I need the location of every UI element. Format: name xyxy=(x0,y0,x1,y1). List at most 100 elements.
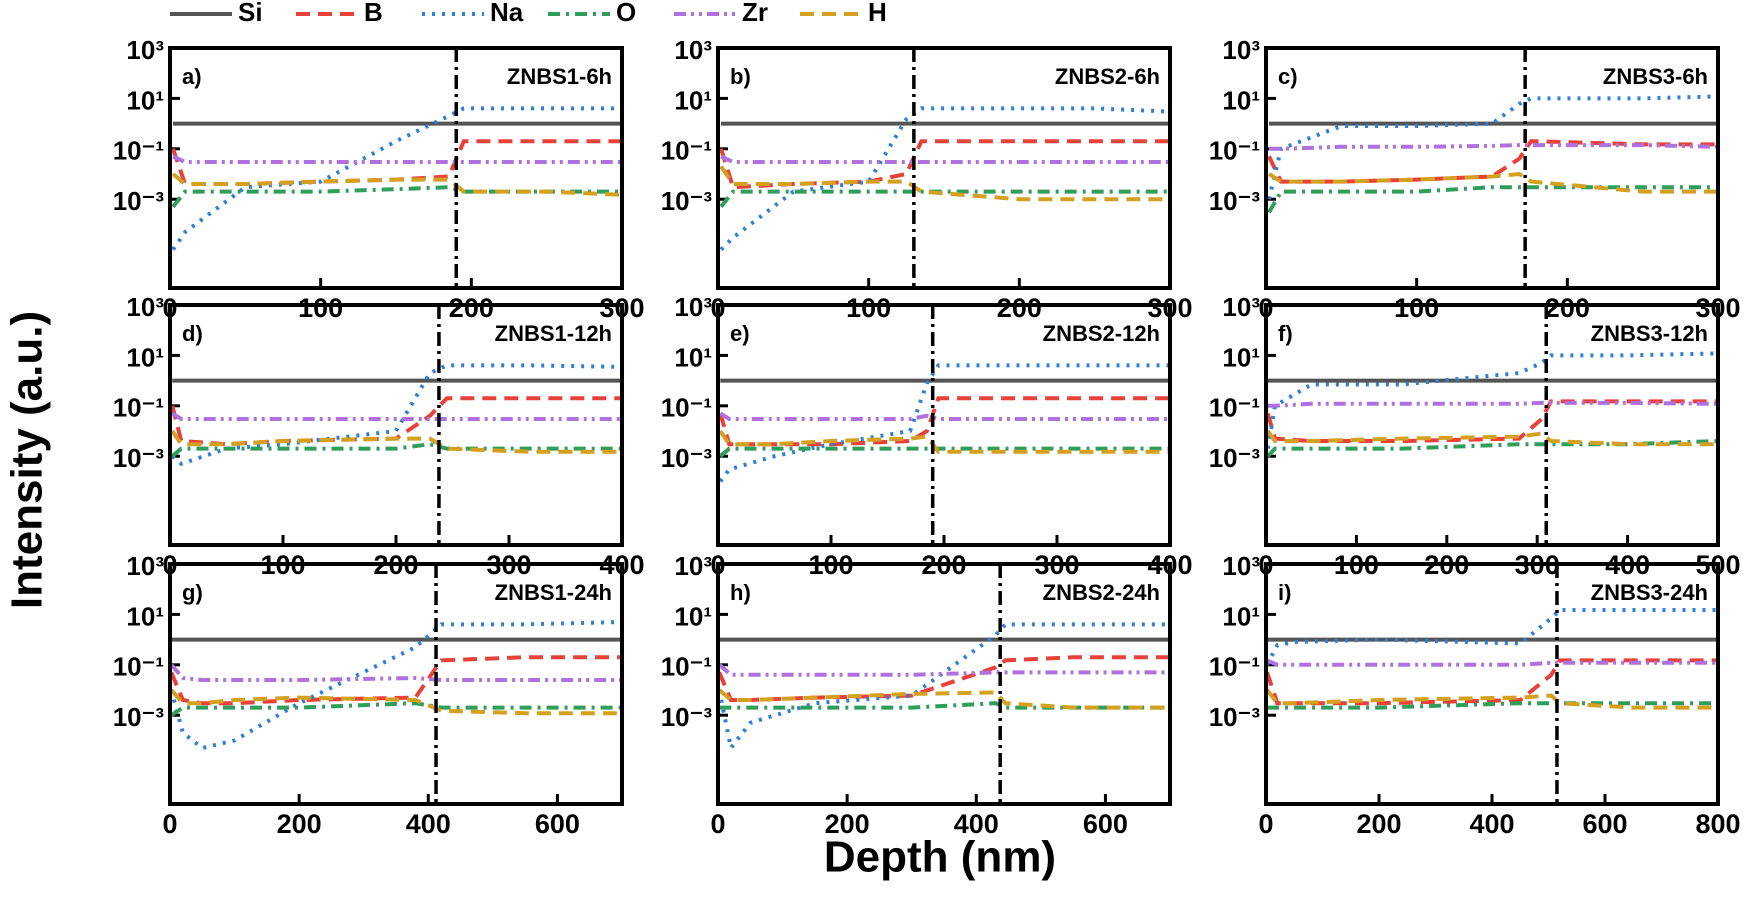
panel-label: e) xyxy=(730,321,750,346)
series-line xyxy=(1265,608,1718,666)
plot-frame xyxy=(716,562,1172,806)
series-line xyxy=(718,363,1170,483)
panel-subtitle: ZNBS1-6h xyxy=(507,64,612,89)
series-line xyxy=(1265,658,1718,706)
series-line xyxy=(169,663,622,682)
legend-label: H xyxy=(868,0,887,27)
y-tick-label: 10¹ xyxy=(126,342,164,372)
y-tick-label: 10³ xyxy=(1222,35,1260,65)
panel-label: a) xyxy=(182,64,202,89)
series-line xyxy=(1265,399,1718,443)
y-tick-label: 10³ xyxy=(674,551,712,581)
series-line xyxy=(718,429,1170,454)
x-tick-label: 600 xyxy=(1582,809,1627,839)
series-line xyxy=(719,411,1170,421)
panel-subtitle: ZNBS3-12h xyxy=(1591,321,1708,346)
series-line xyxy=(170,701,622,717)
x-tick-label: 200 xyxy=(997,293,1042,323)
series-line xyxy=(719,165,1170,202)
x-tick-label: 400 xyxy=(1469,809,1514,839)
series-line xyxy=(717,663,1170,677)
panel-label: g) xyxy=(182,580,203,605)
panel-label: h) xyxy=(730,580,751,605)
x-tick-label: 400 xyxy=(406,809,451,839)
plot-frame xyxy=(168,46,624,290)
series-line xyxy=(719,446,1170,458)
y-tick-label: 10¹ xyxy=(126,601,164,631)
plot-frame xyxy=(716,303,1172,547)
y-tick-label: 10⁻³ xyxy=(1209,702,1261,732)
y-tick-label: 10⁻¹ xyxy=(1209,136,1260,166)
y-tick-label: 10⁻¹ xyxy=(661,136,712,166)
x-tick-label: 200 xyxy=(825,809,870,839)
series-line xyxy=(719,701,1170,710)
x-tick-label: 0 xyxy=(710,809,725,839)
y-tick-label: 10⁻³ xyxy=(1209,443,1261,473)
series-line xyxy=(717,688,1170,710)
y-tick-label: 10³ xyxy=(126,551,164,581)
y-tick-label: 10⁻¹ xyxy=(113,136,164,166)
y-tick-label: 10⁻¹ xyxy=(661,393,712,423)
y-tick-label: 10⁻³ xyxy=(113,443,165,473)
y-tick-label: 10⁻¹ xyxy=(661,652,712,682)
series-line xyxy=(719,189,1170,209)
series-line xyxy=(718,396,1170,447)
series-line xyxy=(1266,429,1718,447)
series-line xyxy=(720,154,1170,164)
series-line xyxy=(171,172,623,197)
y-tick-label: 10⁻¹ xyxy=(1209,393,1260,423)
y-tick-label: 10⁻³ xyxy=(661,443,713,473)
panel-subtitle: ZNBS1-24h xyxy=(495,580,612,605)
panel-subtitle: ZNBS3-6h xyxy=(1603,64,1708,89)
legend-label: B xyxy=(364,0,383,27)
panel-subtitle: ZNBS1-12h xyxy=(495,321,612,346)
y-tick-label: 10³ xyxy=(674,292,712,322)
plot-frame xyxy=(168,303,624,547)
plot-frame xyxy=(1264,303,1720,547)
series-line xyxy=(171,442,622,458)
y-tick-label: 10¹ xyxy=(674,85,712,115)
x-tick-label: 0 xyxy=(162,809,177,839)
y-tick-label: 10¹ xyxy=(674,342,712,372)
y-tick-label: 10⁻¹ xyxy=(113,393,164,423)
y-tick-label: 10⁻³ xyxy=(113,186,165,216)
x-tick-label: 600 xyxy=(1083,809,1128,839)
series-line xyxy=(719,139,1170,190)
panel-label: c) xyxy=(1278,64,1298,89)
series-line xyxy=(169,620,623,751)
series-line xyxy=(719,106,1171,252)
panel-subtitle: ZNBS3-24h xyxy=(1591,580,1708,605)
y-tick-label: 10⁻³ xyxy=(1209,186,1261,216)
panel-subtitle: ZNBS2-12h xyxy=(1043,321,1160,346)
x-tick-label: 200 xyxy=(277,809,322,839)
plot-frame xyxy=(1264,562,1720,806)
series-line xyxy=(172,154,622,164)
y-axis-label: Intensity (a.u.) xyxy=(3,311,52,609)
x-tick-label: 800 xyxy=(1695,809,1740,839)
y-tick-label: 10⁻³ xyxy=(113,702,165,732)
y-tick-label: 10⁻³ xyxy=(661,702,713,732)
series-line xyxy=(1267,701,1718,710)
x-tick-label: 0 xyxy=(1258,809,1273,839)
series-line xyxy=(1267,185,1718,214)
series-line xyxy=(1266,439,1719,458)
y-tick-label: 10³ xyxy=(674,35,712,65)
y-tick-label: 10⁻³ xyxy=(661,186,713,216)
series-line xyxy=(1267,171,1718,194)
y-tick-label: 10³ xyxy=(126,292,164,322)
plot-frame xyxy=(168,562,624,806)
y-tick-label: 10³ xyxy=(1222,551,1260,581)
legend-label: O xyxy=(616,0,636,27)
panel-label: d) xyxy=(182,321,203,346)
x-tick-label: 400 xyxy=(954,809,999,839)
series-line xyxy=(171,363,623,467)
panel-label: b) xyxy=(730,64,751,89)
y-tick-label: 10¹ xyxy=(126,85,164,115)
legend-label: Si xyxy=(238,0,263,27)
series-line xyxy=(171,411,622,421)
x-tick-label: 200 xyxy=(1545,293,1590,323)
series-line xyxy=(1265,688,1718,710)
y-tick-label: 10¹ xyxy=(674,601,712,631)
y-tick-label: 10³ xyxy=(126,35,164,65)
